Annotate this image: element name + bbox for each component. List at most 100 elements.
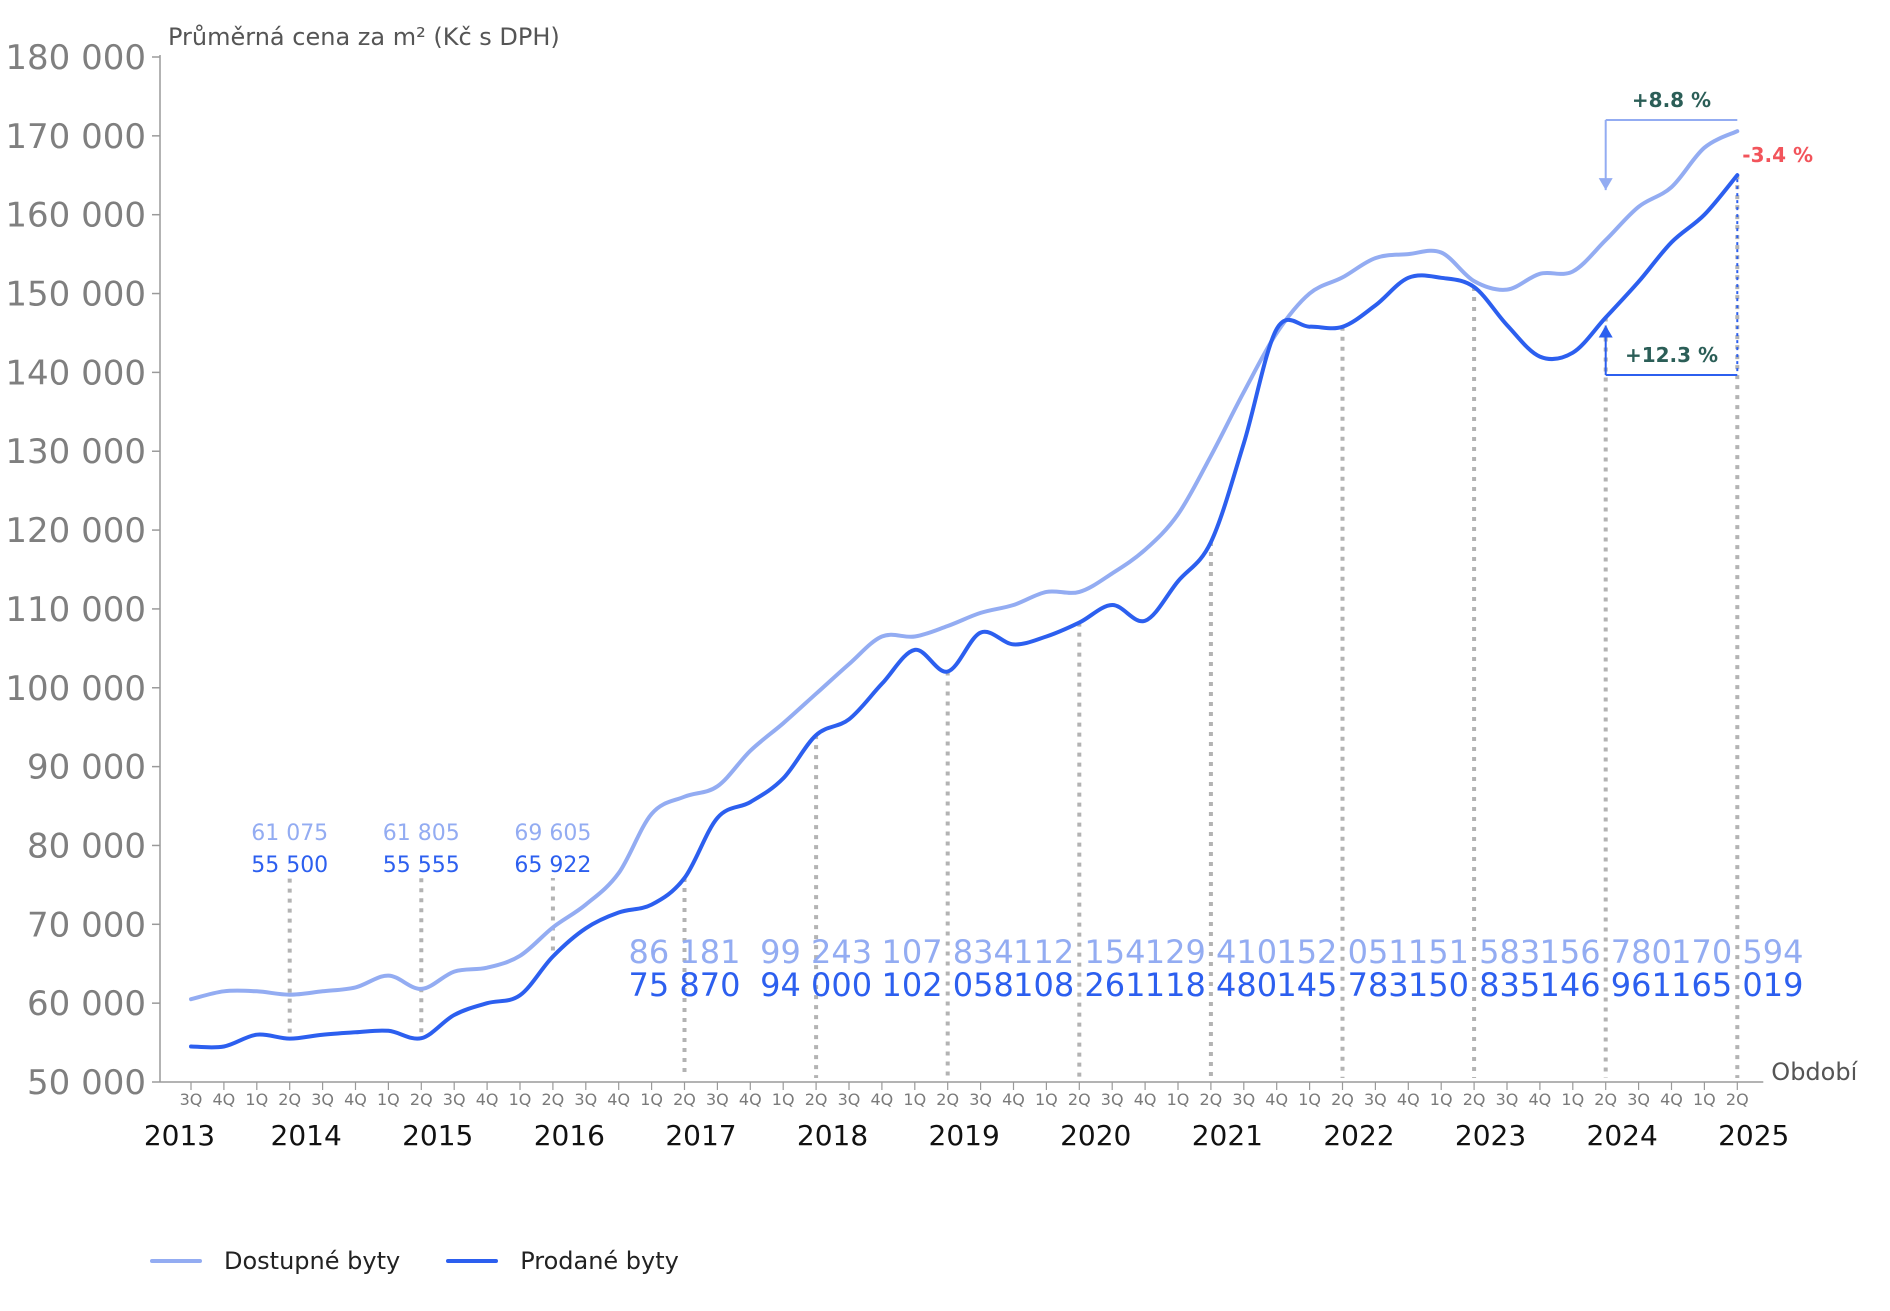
x-tick-label: 1Q	[1561, 1090, 1584, 1109]
data-label-sold: 145 783	[1276, 966, 1408, 1004]
legend-swatch-available	[150, 1259, 202, 1263]
year-label: 2021	[1192, 1119, 1263, 1152]
x-tick-label: 2Q	[542, 1090, 565, 1109]
x-tick-label: 3Q	[838, 1090, 861, 1109]
x-tick-label: 4Q	[607, 1090, 630, 1109]
year-label: 2019	[929, 1119, 1000, 1152]
x-tick-label: 1Q	[509, 1090, 532, 1109]
price-line-chart: 50 000 60 000 70 000 80 000 90 000 100 000 110…	[5, 23, 1858, 1152]
x-tick-label: 3Q	[706, 1090, 729, 1109]
x-tick-label: 2Q	[1726, 1090, 1749, 1109]
legend-item-sold: Prodané byty	[446, 1247, 679, 1275]
x-tick-label: 1Q	[245, 1090, 268, 1109]
year-label: 2017	[665, 1119, 736, 1152]
axes-layer: 50 000 60 000 70 000 80 000 90 000 100 000 110…	[5, 23, 1858, 1152]
x-tick-label: 2Q	[1200, 1090, 1223, 1109]
x-tick-label: 1Q	[1167, 1090, 1190, 1109]
y-tick-label: 110 000	[5, 590, 146, 630]
data-label-available: 69 605	[514, 821, 591, 846]
x-tick-label: 2Q	[805, 1090, 828, 1109]
x-tick-label: 3Q	[311, 1090, 334, 1109]
data-label-available: 61 805	[383, 821, 460, 846]
data-label-sold: 150 835	[1408, 966, 1540, 1004]
x-tick-label: 3Q	[180, 1090, 203, 1109]
x-tick-label: 1Q	[377, 1090, 400, 1109]
change-label-available: +8.8 %	[1632, 88, 1711, 112]
data-label-sold: 75 870	[629, 966, 741, 1004]
x-tick-label: 3Q	[1627, 1090, 1650, 1109]
data-label-available: 170 594	[1671, 933, 1803, 971]
year-label: 2013	[144, 1119, 215, 1152]
legend: Dostupné byty Prodané byty	[150, 1247, 679, 1275]
x-tick-label: 4Q	[739, 1090, 762, 1109]
x-tick-label: 1Q	[1430, 1090, 1453, 1109]
data-label-sold: 146 961	[1540, 966, 1672, 1004]
x-tick-label: 3Q	[1232, 1090, 1255, 1109]
x-tick-label: 2Q	[1463, 1090, 1486, 1109]
data-label-available: 112 154	[1013, 933, 1145, 971]
data-label-sold: 55 555	[383, 853, 460, 878]
x-tick-label: 3Q	[1364, 1090, 1387, 1109]
y-tick-label: 170 000	[5, 117, 146, 157]
data-label-sold: 55 500	[251, 853, 328, 878]
data-label-available: 61 075	[251, 821, 328, 846]
data-label-available: 156 780	[1540, 933, 1672, 971]
data-label-sold: 94 000	[760, 966, 872, 1004]
change-label-sold: +12.3 %	[1625, 343, 1718, 367]
change-annotations-layer: +8.8 % +12.3 % -3.4 %	[1598, 88, 1813, 376]
series-line-sold	[189, 173, 1740, 1050]
year-label: 2016	[534, 1119, 605, 1152]
y-tick-label: 130 000	[5, 432, 146, 472]
value-labels-layer: 61 075 55 500 61 805 55 555 69 605 65 922 86 1…	[251, 821, 1803, 1004]
y-tick-label: 70 000	[27, 905, 146, 945]
y-axis-title: Průměrná cena za m² (Kč s DPH)	[168, 23, 560, 51]
legend-item-available: Dostupné byty	[150, 1247, 400, 1275]
x-tick-label: 2Q	[410, 1090, 433, 1109]
data-label-available: 129 410	[1145, 933, 1277, 971]
x-tick-label: 3Q	[1101, 1090, 1124, 1109]
x-tick-label: 2Q	[936, 1090, 959, 1109]
dotted-markers-layer	[287, 175, 1740, 1078]
year-label: 2018	[797, 1119, 868, 1152]
year-label: 2025	[1718, 1119, 1789, 1152]
x-tick-label: 4Q	[213, 1090, 236, 1109]
x-tick-label: 2Q	[1068, 1090, 1091, 1109]
y-tick-label: 120 000	[5, 511, 146, 551]
year-label: 2024	[1587, 1119, 1658, 1152]
arrow-head-available	[1598, 178, 1613, 191]
x-tick-label: 4Q	[1660, 1090, 1683, 1109]
y-tick-label: 90 000	[27, 748, 146, 788]
data-label-sold: 102 058	[882, 966, 1014, 1004]
x-tick-label: 1Q	[1298, 1090, 1321, 1109]
x-tick-label: 4Q	[1134, 1090, 1157, 1109]
x-tick-label: 2Q	[673, 1090, 696, 1109]
x-tick-label: 2Q	[1331, 1090, 1354, 1109]
x-tick-label: 3Q	[969, 1090, 992, 1109]
year-label: 2014	[271, 1119, 342, 1152]
year-label: 2020	[1060, 1119, 1131, 1152]
data-label-available: 86 181	[629, 933, 741, 971]
y-tick-label: 140 000	[5, 353, 146, 393]
y-tick-label: 150 000	[5, 275, 146, 315]
arrow-head-sold	[1598, 325, 1613, 338]
series-layer	[189, 129, 1740, 1050]
x-tick-label: 4Q	[1265, 1090, 1288, 1109]
x-tick-label: 1Q	[772, 1090, 795, 1109]
x-tick-label: 1Q	[903, 1090, 926, 1109]
x-tick-label: 2Q	[278, 1090, 301, 1109]
data-label-sold: 108 261	[1013, 966, 1145, 1004]
x-tick-label: 4Q	[871, 1090, 894, 1109]
year-label: 2015	[402, 1119, 473, 1152]
legend-label-sold: Prodané byty	[520, 1247, 679, 1275]
data-label-available: 152 051	[1276, 933, 1408, 971]
data-label-available: 99 243	[760, 933, 872, 971]
data-label-sold: 118 480	[1145, 966, 1277, 1004]
x-tick-label: 3Q	[1496, 1090, 1519, 1109]
y-tick-label: 160 000	[5, 196, 146, 236]
x-tick-label: 4Q	[476, 1090, 499, 1109]
year-label: 2022	[1323, 1119, 1394, 1152]
x-tick-label: 3Q	[574, 1090, 597, 1109]
gap-label-latest: -3.4 %	[1742, 143, 1813, 167]
y-tick-label: 60 000	[27, 984, 146, 1024]
y-tick-label: 50 000	[27, 1063, 146, 1103]
